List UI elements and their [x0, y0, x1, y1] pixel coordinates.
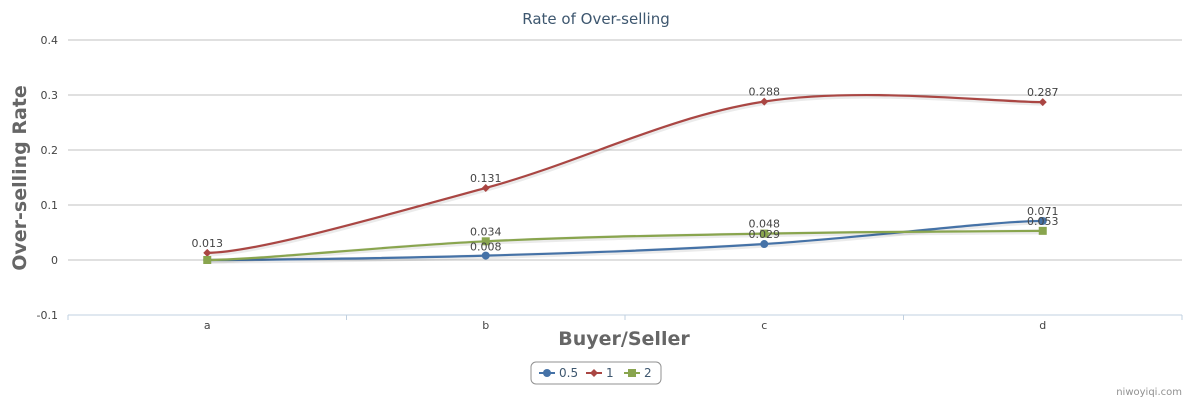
data-label: 0.053: [1027, 215, 1059, 228]
y-axis-title: Over-selling Rate: [9, 85, 31, 271]
x-axis-title: Buyer/Seller: [558, 328, 690, 350]
data-point[interactable]: [760, 240, 769, 249]
y-tick-label: 0.3: [41, 89, 59, 102]
legend-label: 1: [606, 366, 614, 380]
x-axis-ticks: a b c d: [67, 314, 1183, 332]
credit-link[interactable]: niwoyiqi.com: [1116, 387, 1182, 398]
data-point[interactable]: [203, 256, 212, 264]
series-markers: [203, 97, 1047, 264]
data-point[interactable]: [481, 251, 490, 260]
y-tick-label: -0.1: [37, 309, 58, 322]
legend-item-0.5[interactable]: 0.5: [539, 366, 578, 380]
data-label: 0.287: [1027, 86, 1059, 99]
legend-marker[interactable]: [590, 369, 598, 377]
y-tick-label: 0.4: [41, 34, 59, 47]
series-lines: [207, 93, 1044, 264]
data-point[interactable]: [760, 229, 769, 238]
y-tick-label: 0: [51, 254, 58, 267]
x-tick-label: a: [204, 319, 211, 332]
legend-item-2[interactable]: 2: [624, 366, 652, 380]
legend-marker[interactable]: [628, 369, 636, 377]
data-label: 0.288: [749, 86, 781, 99]
gridlines: [68, 39, 1182, 316]
series-line-1[interactable]: [207, 94, 1043, 254]
data-point[interactable]: [1038, 98, 1047, 107]
chart-title: Rate of Over-selling: [522, 10, 670, 28]
series-line-0.5[interactable]: [207, 219, 1043, 262]
data-point[interactable]: [203, 248, 212, 257]
data-label: 0.034: [470, 225, 502, 238]
y-tick-label: 0.2: [41, 144, 59, 157]
data-point[interactable]: [760, 97, 769, 106]
data-point[interactable]: [1038, 226, 1047, 235]
y-axis-ticks: -0.1 0 0.1 0.2 0.3 0.4: [37, 34, 58, 322]
data-labels: 0.008 0.029 0.071 0.013 0.131 0.288 0.287 0.034…: [192, 86, 1059, 254]
legend-label: 0.5: [559, 366, 578, 380]
data-label: 0.013: [192, 237, 224, 250]
y-tick-label: 0.1: [41, 199, 59, 212]
data-point[interactable]: [481, 183, 490, 192]
data-label: 0.131: [470, 172, 502, 185]
legend-item-1[interactable]: 1: [586, 366, 614, 380]
x-tick-label: c: [761, 319, 767, 332]
data-label: 0.071: [1027, 205, 1059, 218]
legend-items[interactable]: 0.5 1 2: [539, 366, 652, 380]
data-point[interactable]: [481, 237, 490, 246]
x-tick-label: d: [1039, 319, 1046, 332]
x-tick-label: b: [482, 319, 489, 332]
legend-label: 2: [644, 366, 652, 380]
legend-marker[interactable]: [543, 369, 551, 377]
data-label: 0.008: [470, 241, 502, 254]
data-point[interactable]: [1038, 216, 1047, 225]
legend[interactable]: 0.5 1 2: [530, 361, 662, 385]
series-line-2[interactable]: [207, 229, 1043, 262]
data-label: 0.029: [749, 228, 781, 241]
data-label: 0.048: [749, 218, 781, 231]
